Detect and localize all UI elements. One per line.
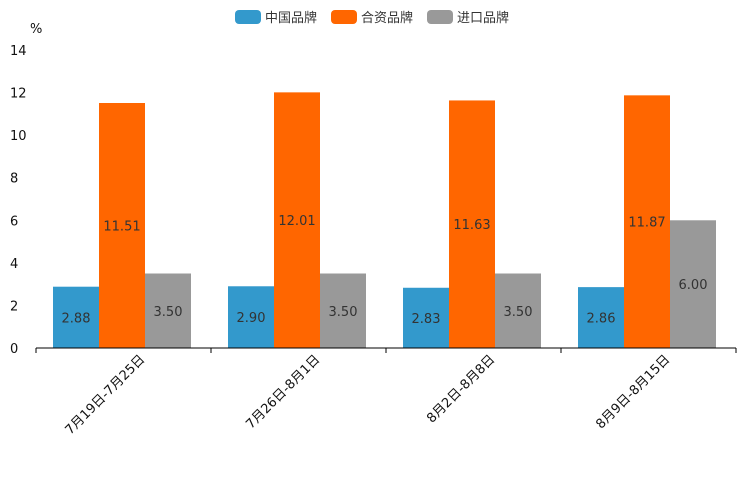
bar[interactable] xyxy=(403,287,449,348)
legend-label-china: 中国品牌 xyxy=(264,11,317,26)
legend-label-import: 进口品牌 xyxy=(457,11,510,26)
legend-item-joint[interactable]: 合资品牌 xyxy=(330,7,413,26)
bars: 2.88 2.90 2.83 2.86 11.51 12.01 11.63 11.87 3.50… xyxy=(53,92,716,349)
y-tick-label: 0 xyxy=(10,342,18,357)
bar-value-label: 11.87 xyxy=(628,216,665,231)
x-category-label: 7月26日-8月1日 xyxy=(243,352,323,432)
bar-value-label: 3.50 xyxy=(504,305,533,320)
bar-value-label: 11.63 xyxy=(453,218,490,233)
bar-value-label: 2.83 xyxy=(412,312,441,327)
legend: 中国品牌 合资品牌 进口品牌 xyxy=(0,7,744,26)
bar-value-label: 2.90 xyxy=(237,311,266,326)
bar-value-label: 12.01 xyxy=(278,214,315,229)
legend-item-china[interactable]: 中国品牌 xyxy=(234,7,317,26)
legend-swatch-china xyxy=(234,9,261,24)
x-category-label: 8月9日-8月15日 xyxy=(593,352,673,432)
bar-value-label: 11.51 xyxy=(103,220,140,235)
bar[interactable] xyxy=(99,103,145,348)
y-tick-label: 6 xyxy=(10,214,18,229)
x-axis: 7月19日-7月25日 7月26日-8月1日 8月2日-8月8日 8月9日-8月15日 xyxy=(35,347,737,438)
bar-value-label: 2.86 xyxy=(587,312,616,327)
y-tick-label: 12 xyxy=(10,87,27,102)
y-axis-unit: % xyxy=(30,22,42,37)
bar[interactable] xyxy=(53,286,99,348)
bar[interactable] xyxy=(449,100,495,348)
bar-value-label: 2.88 xyxy=(62,311,91,326)
y-tick-label: 4 xyxy=(10,257,18,272)
bar[interactable] xyxy=(624,95,670,349)
y-axis: 0 2 4 6 8 10 12 14 xyxy=(10,44,27,357)
x-category-label: 7月19日-7月25日 xyxy=(63,352,149,438)
y-tick-label: 10 xyxy=(10,129,27,144)
y-tick-label: 14 xyxy=(10,44,27,59)
bar[interactable] xyxy=(670,220,716,348)
bar[interactable] xyxy=(145,273,191,349)
bar[interactable] xyxy=(578,287,624,348)
bar-value-label: 3.50 xyxy=(154,305,183,320)
bar[interactable] xyxy=(274,92,320,348)
bar-value-label: 3.50 xyxy=(329,305,358,320)
bar[interactable] xyxy=(320,273,366,349)
y-tick-label: 2 xyxy=(10,299,18,314)
bar-value-label: 6.00 xyxy=(679,278,708,293)
x-category-label: 8月2日-8月8日 xyxy=(424,352,498,426)
bar[interactable] xyxy=(228,286,274,348)
legend-swatch-import xyxy=(427,9,453,24)
legend-label-joint: 合资品牌 xyxy=(360,11,413,26)
bar[interactable] xyxy=(495,273,541,349)
y-tick-label: 8 xyxy=(10,172,18,187)
legend-swatch-joint xyxy=(330,9,357,24)
legend-item-import[interactable]: 进口品牌 xyxy=(427,7,509,26)
